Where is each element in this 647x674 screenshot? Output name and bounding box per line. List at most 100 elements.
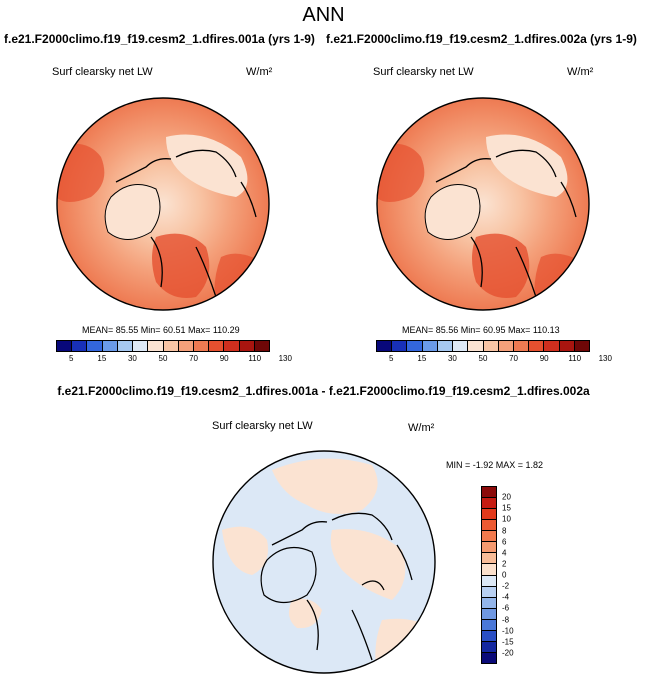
colorbar-swatch — [574, 341, 590, 351]
colorbar-swatch — [498, 341, 514, 351]
colorbar-swatch — [224, 341, 240, 351]
colorbar-swatch — [482, 597, 496, 609]
diff-colorbar-ticks: 20 15 10 8 6 4 2 0 -2 -4 -6 -8 -10 -15 -20 — [500, 486, 530, 664]
left-case-title: f.e21.F2000climo.f19_f19.cesm2_1.dfires.… — [4, 32, 315, 46]
diff-colorbar — [481, 486, 497, 664]
colorbar-swatch — [482, 652, 496, 663]
colorbar-swatch — [377, 341, 393, 351]
colorbar-swatch — [407, 341, 423, 351]
right-stats: MEAN= 85.56 Min= 60.95 Max= 110.13 — [402, 325, 560, 335]
colorbar-swatch — [482, 608, 496, 620]
right-variable-label: Surf clearsky net LW — [373, 66, 474, 78]
colorbar-swatch — [513, 341, 530, 351]
right-colorbar-swatches — [376, 340, 590, 352]
colorbar-tick-label: -4 — [502, 592, 510, 602]
colorbar-tick-label: -6 — [502, 603, 510, 613]
difference-title: f.e21.F2000climo.f19_f19.cesm2_1.dfires.… — [57, 384, 590, 398]
colorbar-swatch — [392, 341, 408, 351]
page-title: ANN — [302, 4, 345, 26]
colorbar-tick-label: 4 — [502, 548, 507, 558]
colorbar-tick-label: 110 — [568, 354, 582, 363]
colorbar-swatch — [133, 341, 149, 351]
colorbar-tick-label: 5 — [69, 354, 74, 363]
colorbar-tick-label: 130 — [598, 354, 612, 363]
colorbar-tick-label: -8 — [502, 615, 510, 624]
colorbar-swatch — [482, 630, 496, 642]
left-colorbar: 5 15 30 50 70 90 110 130 — [56, 340, 292, 364]
colorbar-swatch — [482, 531, 496, 543]
colorbar-tick-label: 30 — [447, 354, 457, 363]
colorbar-swatch — [117, 341, 134, 351]
colorbar-tick-label: 5 — [389, 354, 394, 363]
diff-variable-label: Surf clearsky net LW — [212, 420, 313, 432]
left-units-label: W/m² — [246, 66, 273, 78]
right-case-title: f.e21.F2000climo.f19_f19.cesm2_1.dfires.… — [326, 32, 637, 46]
colorbar-tick-label: -20 — [502, 648, 514, 658]
colorbar-tick-label: 15 — [417, 354, 427, 363]
colorbar-tick-label: 15 — [502, 503, 511, 513]
colorbar-tick-label: 20 — [502, 492, 511, 502]
colorbar-tick-label: 70 — [189, 354, 199, 363]
colorbar-tick-label: 10 — [502, 514, 511, 524]
colorbar-swatch — [482, 586, 496, 598]
colorbar-tick-label: 0 — [502, 570, 507, 580]
left-variable-label: Surf clearsky net LW — [52, 66, 153, 78]
colorbar-swatch — [422, 341, 438, 351]
left-colorbar-swatches — [56, 340, 270, 352]
colorbar-swatch — [102, 341, 118, 351]
right-polar-map — [376, 97, 590, 311]
colorbar-swatch — [163, 341, 179, 351]
colorbar-swatch — [437, 341, 454, 351]
colorbar-tick-label: -15 — [502, 637, 514, 647]
colorbar-swatch — [482, 542, 496, 554]
colorbar-swatch — [193, 341, 210, 351]
colorbar-swatch — [148, 341, 164, 351]
colorbar-swatch — [254, 341, 270, 351]
left-polar-map — [56, 97, 270, 311]
colorbar-tick-label: 90 — [219, 354, 229, 363]
colorbar-tick-label: 50 — [158, 354, 168, 363]
colorbar-tick-label: 30 — [127, 354, 137, 363]
colorbar-tick-label: 2 — [502, 559, 507, 569]
diff-units-label: W/m² — [408, 422, 435, 434]
colorbar-swatch — [482, 498, 496, 510]
colorbar-tick-label: 70 — [509, 354, 519, 363]
colorbar-swatch — [453, 341, 469, 351]
difference-polar-map — [212, 450, 436, 674]
colorbar-swatch — [482, 564, 496, 576]
colorbar-swatch — [482, 509, 496, 521]
colorbar-swatch — [482, 553, 496, 565]
colorbar-swatch — [482, 619, 496, 631]
left-colorbar-ticks: 5 15 30 50 70 90 110 130 — [56, 352, 292, 364]
colorbar-tick-label: 50 — [478, 354, 488, 363]
right-colorbar: 5 15 30 50 70 90 110 130 — [376, 340, 612, 364]
colorbar-tick-label: 8 — [502, 526, 507, 535]
right-units-label: W/m² — [567, 66, 594, 78]
colorbar-tick-label: 6 — [502, 537, 507, 547]
colorbar-swatch — [544, 341, 560, 351]
colorbar-swatch — [482, 575, 496, 587]
colorbar-swatch — [468, 341, 484, 351]
colorbar-swatch — [482, 641, 496, 653]
colorbar-swatch — [482, 520, 496, 532]
colorbar-tick-label: 110 — [248, 354, 262, 363]
colorbar-swatch — [87, 341, 103, 351]
colorbar-tick-label: 90 — [539, 354, 549, 363]
colorbar-tick-label: -10 — [502, 626, 514, 636]
colorbar-swatch — [178, 341, 194, 351]
right-colorbar-ticks: 5 15 30 50 70 90 110 130 — [376, 352, 612, 364]
colorbar-swatch — [72, 341, 88, 351]
colorbar-swatch — [483, 341, 499, 351]
colorbar-swatch — [239, 341, 255, 351]
left-stats: MEAN= 85.55 Min= 60.51 Max= 110.29 — [82, 325, 240, 335]
colorbar-swatch — [482, 487, 496, 499]
diff-colorbar-swatches — [481, 486, 497, 664]
colorbar-swatch — [57, 341, 73, 351]
diff-stats: MIN = -1.92 MAX = 1.82 — [446, 460, 544, 470]
colorbar-swatch — [559, 341, 575, 351]
colorbar-tick-label: 130 — [278, 354, 292, 363]
colorbar-tick-label: -2 — [502, 581, 510, 591]
colorbar-swatch — [209, 341, 225, 351]
colorbar-tick-label: 15 — [97, 354, 107, 363]
colorbar-swatch — [529, 341, 545, 351]
